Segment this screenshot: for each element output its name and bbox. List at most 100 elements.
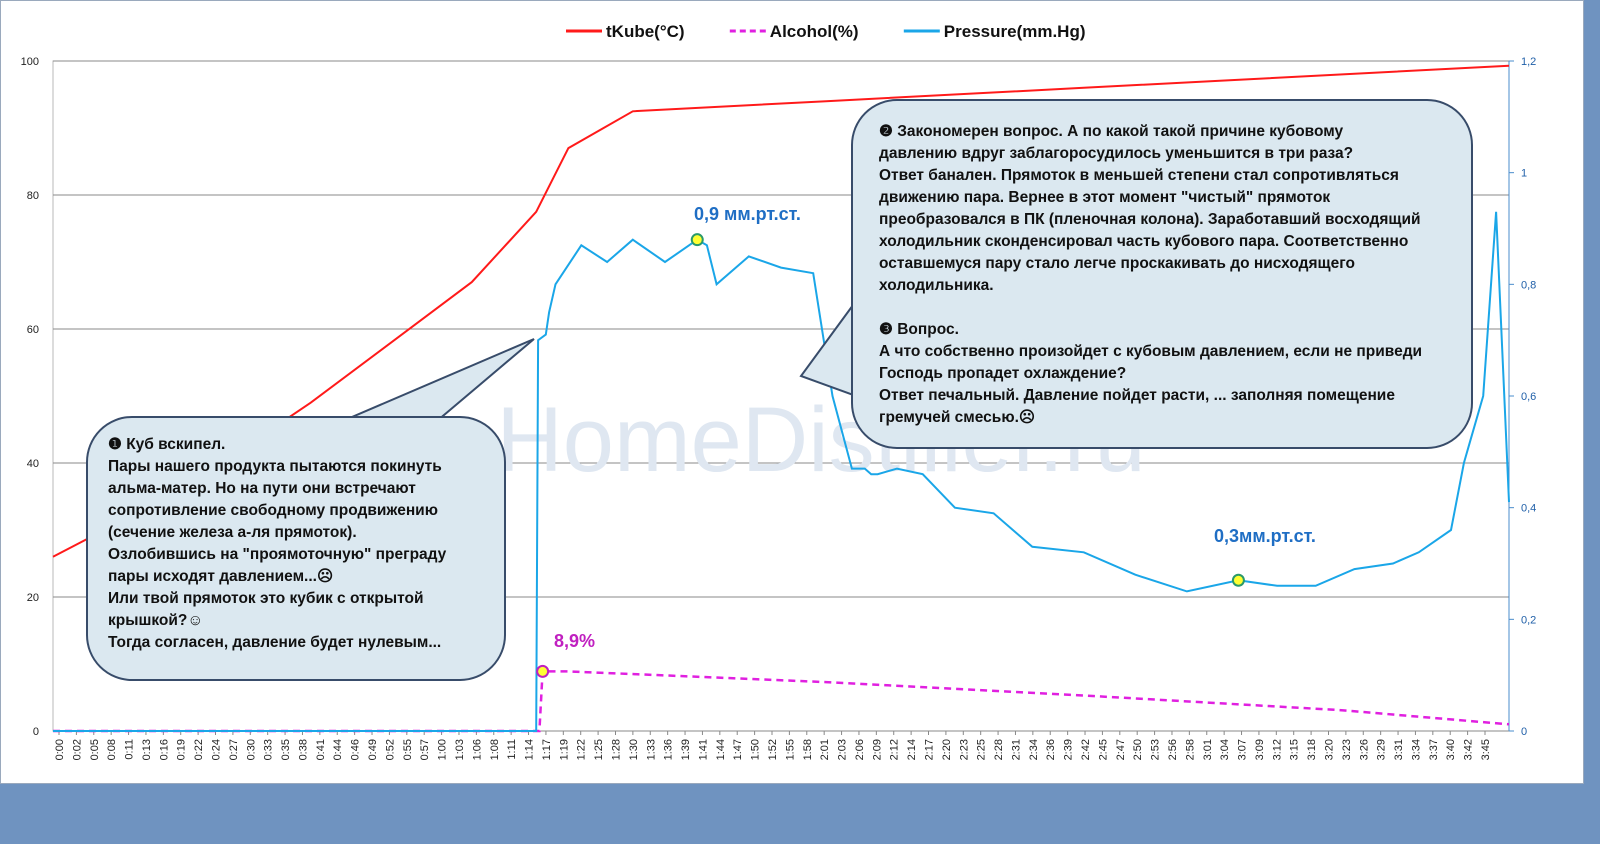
callout-line: Пары нашего продукта пытаются покинуть	[108, 458, 442, 475]
x-tick-label: 3:20	[1323, 739, 1335, 760]
callout-line: (сечение железа а-ля прямоток).	[108, 524, 357, 541]
legend-label: tKube(°C)	[606, 22, 685, 41]
x-tick-label: 1:17	[541, 739, 553, 760]
callout-line: оставшемуся пару стало легче проскакиват…	[879, 255, 1355, 272]
legend-label: Pressure(mm.Hg)	[944, 22, 1086, 41]
annotation-label: 8,9%	[554, 631, 595, 651]
left-tick-label: 0	[33, 726, 39, 738]
x-tick-label: 1:33	[645, 739, 657, 760]
x-tick-label: 0:52	[384, 739, 396, 760]
right-tick-label: 1,2	[1521, 56, 1536, 68]
x-tick-label: 1:08	[489, 739, 501, 760]
x-tick-label: 0:08	[106, 739, 118, 760]
x-tick-label: 1:39	[680, 739, 692, 760]
x-tick-label: 0:41	[315, 739, 327, 760]
x-tick-label: 2:42	[1080, 739, 1092, 760]
x-tick-label: 2:34	[1028, 739, 1040, 760]
x-tick-label: 3:23	[1341, 739, 1353, 760]
x-tick-label: 0:27	[228, 739, 240, 760]
x-tick-label: 0:55	[402, 739, 414, 760]
x-tick-label: 3:12	[1271, 739, 1283, 760]
callout-pressure-drop: ❷ Закономерен вопрос. А по какой такой п…	[851, 99, 1473, 449]
x-tick-label: 2:50	[1132, 739, 1144, 760]
x-tick-label: 2:39	[1063, 739, 1075, 760]
x-tick-label: 2:47	[1115, 739, 1127, 760]
x-tick-label: 1:28	[610, 739, 622, 760]
x-tick-label: 1:52	[767, 739, 779, 760]
x-tick-label: 3:09	[1254, 739, 1266, 760]
x-tick-label: 0:02	[71, 739, 83, 760]
callout-line: А что собственно произойдет с кубовым да…	[879, 343, 1423, 360]
callout-line: преобразовался в ПК (пленочная колона). …	[879, 211, 1421, 228]
x-tick-label: 3:42	[1463, 739, 1475, 760]
highlight-point	[536, 664, 550, 678]
right-tick-label: 0,6	[1521, 391, 1536, 403]
callout-line: Ответ баналeн. Прямоток в меньшей степен…	[879, 167, 1399, 184]
x-tick-label: 1:03	[454, 739, 466, 760]
x-tick-label: 1:19	[558, 739, 570, 760]
x-tick-label: 0:33	[263, 739, 275, 760]
x-tick-label: 0:05	[89, 739, 101, 760]
x-tick-label: 2:23	[958, 739, 970, 760]
x-tick-label: 0:11	[124, 739, 136, 760]
callout-line: ❶ Куб вскипел.	[108, 436, 226, 453]
series-line	[53, 670, 1510, 733]
callout-line: гремучей смесью.☹	[879, 409, 1036, 426]
x-tick-label: 1:44	[715, 739, 727, 760]
callout-line: пары исходят давлением...☹	[108, 568, 334, 585]
x-tick-label: 2:31	[1010, 739, 1022, 760]
x-tick-label: 3:37	[1428, 739, 1440, 760]
x-tick-label: 0:16	[158, 739, 170, 760]
x-tick-label: 1:25	[593, 739, 605, 760]
x-tick-label: 0:46	[350, 739, 362, 760]
right-tick-label: 0	[1521, 726, 1527, 738]
x-tick-label: 3:31	[1393, 739, 1405, 760]
x-tick-label: 0:49	[367, 739, 379, 760]
x-tick-label: 1:06	[471, 739, 483, 760]
callout-boiling: ❶ Куб вскипел. Пары нашего продукта пыта…	[86, 416, 506, 681]
x-tick-label: 1:14	[524, 739, 536, 760]
right-tick-label: 0,2	[1521, 614, 1536, 626]
x-tick-label: 2:25	[976, 739, 988, 760]
x-tick-label: 2:56	[1167, 739, 1179, 760]
x-tick-label: 3:04	[1219, 739, 1231, 760]
chart-frame: HomeDistiller.ru 0 20 40 60 80 100 0 0,2 0,4 0,6…	[0, 0, 1584, 784]
left-tick-label: 100	[21, 56, 39, 68]
x-tick-label: 3:18	[1306, 739, 1318, 760]
x-tick-label: 1:55	[784, 739, 796, 760]
x-tick-label: 2:53	[1150, 739, 1162, 760]
x-tick-label: 3:26	[1358, 739, 1370, 760]
x-tick-label: 2:06	[854, 739, 866, 760]
x-tick-label: 0:38	[297, 739, 309, 760]
x-tick-label: 1:30	[628, 739, 640, 760]
x-tick-label: 3:01	[1202, 739, 1214, 760]
x-tick-label: 0:30	[245, 739, 257, 760]
highlight-point	[690, 233, 704, 247]
callout-line: крышкой?☺	[108, 612, 204, 629]
x-tick-label: 2:20	[941, 739, 953, 760]
x-tick-label: 2:58	[1184, 739, 1196, 760]
series-line	[53, 211, 1510, 732]
callout-line: Тогда согласен, давление будет нулевым..…	[108, 634, 442, 651]
x-tick-label: 2:03	[837, 739, 849, 760]
x-tick-label: 2:09	[871, 739, 883, 760]
x-tick-label: 0:13	[141, 739, 153, 760]
x-tick-label: 3:34	[1410, 739, 1422, 760]
x-tick-label: 3:45	[1480, 739, 1492, 760]
callout-line: холодильник сконденсировал часть кубовог…	[879, 233, 1409, 250]
x-tick-label: 1:11	[506, 739, 518, 760]
highlight-point	[1231, 573, 1245, 587]
callout-line: сопротивление свободному продвижению	[108, 502, 438, 519]
callout-line: Господь пропадет охлаждение?	[879, 365, 1127, 382]
x-tick-label: 0:00	[54, 739, 66, 760]
x-tick-label: 3:40	[1445, 739, 1457, 760]
callout-line: движению пара. Вернее в этот момент "чис…	[879, 189, 1331, 206]
x-tick-label: 2:12	[889, 739, 901, 760]
x-tick-label: 2:01	[819, 739, 831, 760]
callout-line: ❸ Вопрос.	[879, 321, 959, 338]
right-tick-label: 0,4	[1521, 503, 1536, 515]
x-tick-label: 1:50	[750, 739, 762, 760]
callout-line: Озлобившись на "проямоточную" преграду	[108, 546, 447, 563]
x-tick-label: 3:15	[1289, 739, 1301, 760]
annotation-label: 0,3мм.рт.ст.	[1214, 526, 1316, 546]
